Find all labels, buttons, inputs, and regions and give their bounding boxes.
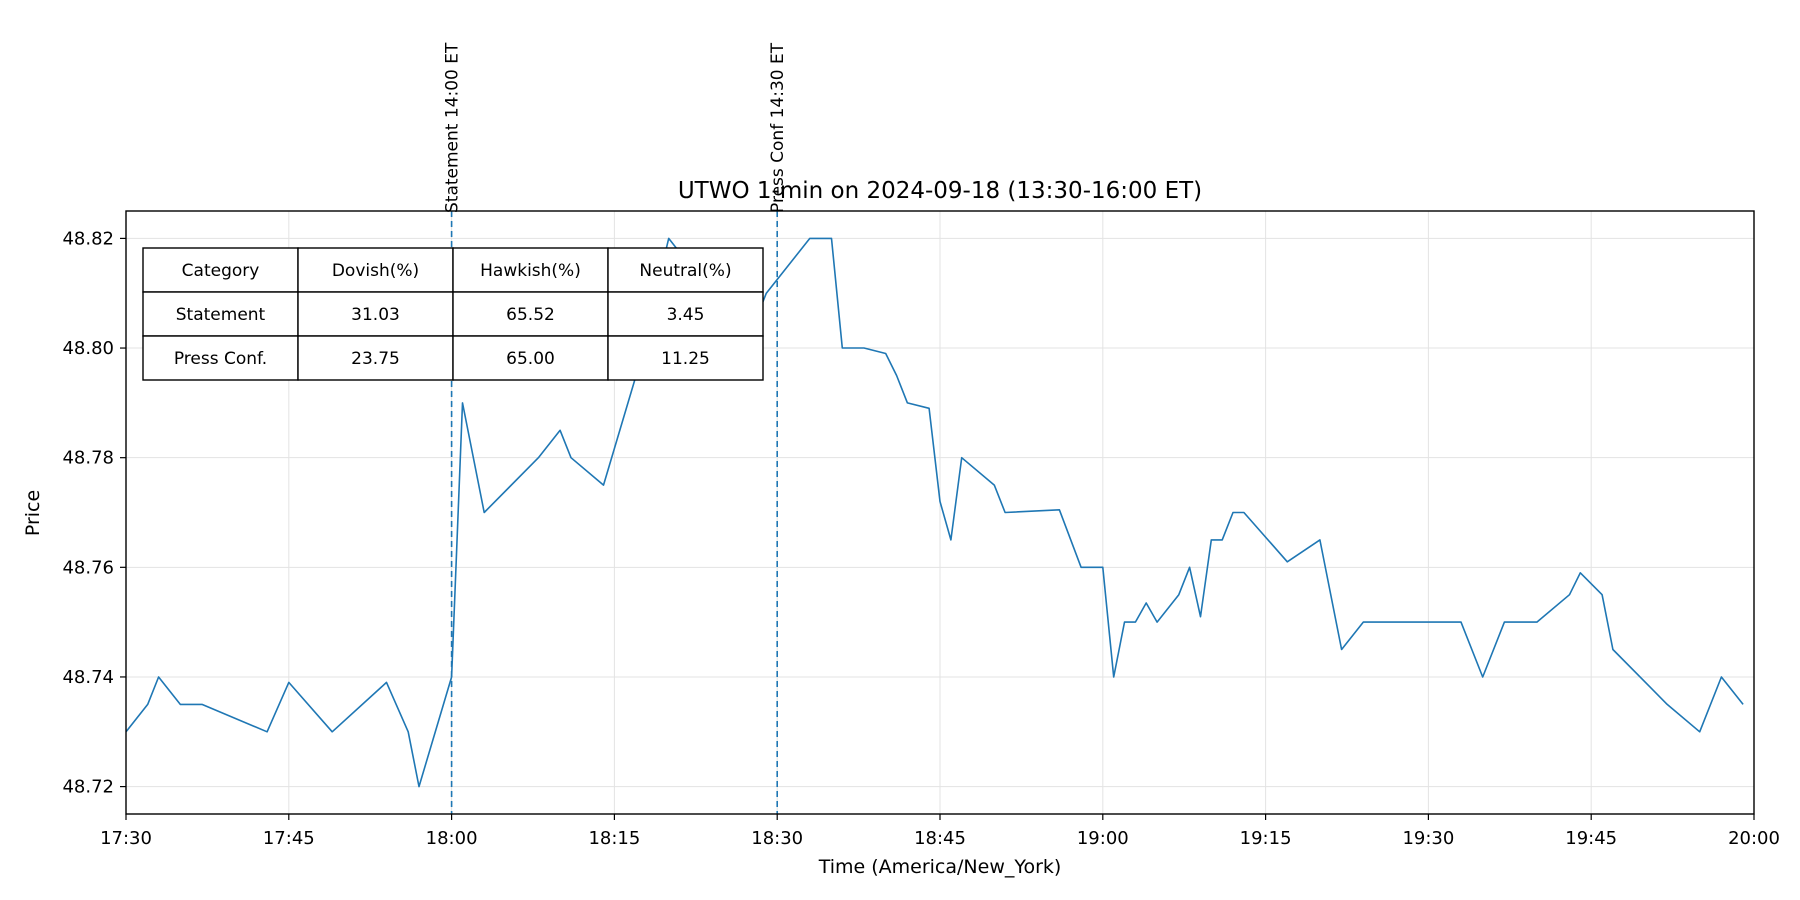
- event-label: Statement 14:00 ET: [443, 42, 463, 213]
- table-header-cell-text: Category: [182, 261, 260, 281]
- x-axis-ticks: 17:30 17:45 18:00 18:15 18:30 18:45 19:00 19:15…: [100, 814, 1780, 849]
- table-cell: [607, 247, 764, 293]
- table-cell: [607, 335, 764, 381]
- table-cell: [452, 247, 609, 293]
- x-tick-label: 18:00: [426, 828, 478, 849]
- y-tick-label: 48.72: [62, 777, 114, 798]
- x-tick-label: 17:30: [100, 828, 152, 849]
- x-tick-label: 17:45: [263, 828, 315, 849]
- event-label: Press Conf 14:30 ET: [768, 42, 788, 213]
- table-cell: [297, 335, 454, 381]
- x-tick-label: 19:30: [1402, 828, 1454, 849]
- table-cell: [452, 291, 609, 337]
- y-tick-label: 48.80: [62, 338, 114, 359]
- x-tick-label: 20:00: [1728, 828, 1780, 849]
- y-axis-label: Price: [22, 490, 44, 536]
- table-cell: [297, 291, 454, 337]
- y-axis-ticks: 48.72 48.74 48.76 48.78 48.80 48.82: [62, 228, 126, 798]
- y-tick-label: 48.76: [62, 557, 114, 578]
- table-cell-text: 31.03: [351, 305, 400, 325]
- table-cell-text: Statement: [176, 305, 266, 325]
- table-cell: [142, 335, 299, 381]
- event-lines: Statement 14:00 ET Press Conf 14:30 ET: [443, 42, 788, 814]
- table-cell: [142, 247, 299, 293]
- x-tick-label: 19:00: [1077, 828, 1129, 849]
- y-tick-label: 48.74: [62, 667, 114, 688]
- x-tick-label: 18:30: [751, 828, 803, 849]
- table-header-cell-text: Dovish(%): [332, 261, 419, 281]
- price-line: [125, 237, 1744, 788]
- x-tick-label: 18:15: [588, 828, 640, 849]
- x-tick-label: 19:15: [1240, 828, 1292, 849]
- sentiment-table: Category Dovish(%) Hawkish(%) Neutral(%) Sta…: [142, 247, 764, 381]
- table-cell-text: 11.25: [661, 349, 710, 369]
- chart-title: UTWO 1-min on 2024-09-18 (13:30-16:00 ET…: [678, 178, 1202, 204]
- y-tick-label: 48.82: [62, 228, 114, 249]
- table-cell: [297, 247, 454, 293]
- table-header-cell-text: Neutral(%): [639, 261, 731, 281]
- table-cell-text: Press Conf.: [174, 349, 267, 369]
- table-cell-text: 3.45: [667, 305, 705, 325]
- table-cell: [607, 291, 764, 337]
- x-tick-label: 18:45: [914, 828, 966, 849]
- price-series: [125, 237, 1744, 788]
- table-cell-text: 65.52: [506, 305, 555, 325]
- x-tick-label: 19:45: [1565, 828, 1617, 849]
- table-header-cell-text: Hawkish(%): [480, 261, 581, 281]
- table-cell-text: 65.00: [506, 349, 555, 369]
- table-cell-text: 23.75: [351, 349, 400, 369]
- y-tick-label: 48.78: [62, 448, 114, 469]
- x-axis-label: Time (America/New_York): [818, 856, 1062, 878]
